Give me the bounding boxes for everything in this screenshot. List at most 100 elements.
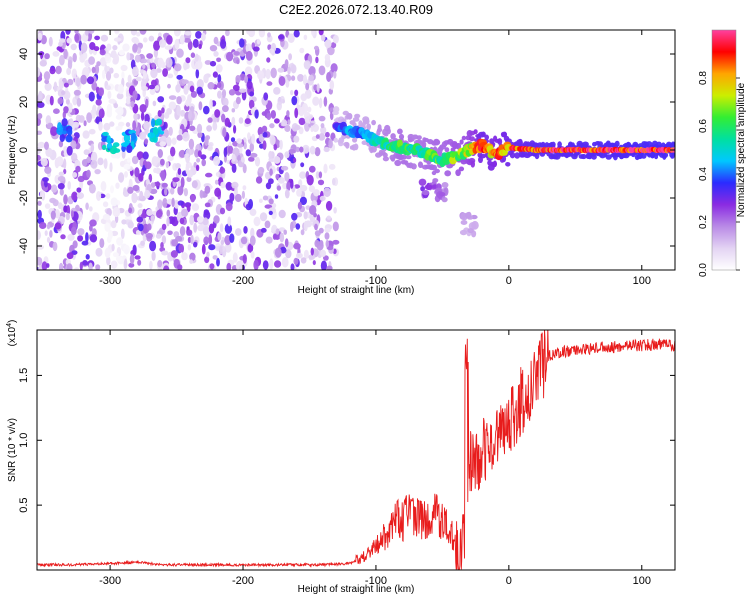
spectrogram-blob <box>257 166 265 174</box>
spectrogram-blob <box>60 234 66 240</box>
spectrogram-blob <box>276 185 282 191</box>
spectrogram-blob <box>61 90 66 95</box>
spectrogram-blob <box>151 156 159 167</box>
spectrogram-blob <box>244 66 253 77</box>
spectrogram-blob <box>324 39 332 49</box>
spectrogram-blob <box>177 200 184 206</box>
spectrogram-blob <box>299 171 307 179</box>
spectrogram-blob <box>51 184 58 193</box>
spectrogram-blob <box>268 178 274 185</box>
spectrogram-blob <box>159 141 167 147</box>
spectrogram-y-label: Frequency (Hz) <box>7 116 18 185</box>
spectrogram-blob <box>37 209 42 219</box>
spectrogram-blob <box>94 64 100 75</box>
spectrogram-blob <box>177 264 183 270</box>
spectrogram-blob <box>432 178 439 183</box>
spectrogram-blob <box>248 99 255 110</box>
spectrogram-blob <box>332 221 339 232</box>
spectrogram-blob <box>63 106 69 114</box>
spectrogram-blob <box>354 113 361 119</box>
spectrogram-blob <box>252 46 260 52</box>
spectrogram-blob <box>269 123 275 129</box>
spectrogram-blob <box>76 97 82 107</box>
spectrogram-blob <box>222 105 229 113</box>
spectrogram-blob <box>383 132 389 137</box>
spectrogram-blob <box>325 239 330 248</box>
spectrogram-blob <box>171 137 177 145</box>
spectrogram-blob <box>310 247 314 256</box>
spectrogram-blob <box>110 185 114 194</box>
spectrogram-blob <box>291 212 298 221</box>
spectrogram-blob <box>248 156 255 162</box>
snr-y-label: SNR (10 * v/v) <box>7 418 18 482</box>
spectrogram-blob <box>111 243 115 252</box>
spectrogram-blob <box>106 103 113 115</box>
spectrogram-blob <box>263 92 269 101</box>
spectrogram-blob <box>328 163 336 170</box>
spectrogram-blob <box>99 49 106 56</box>
spectrogram-blob <box>433 139 441 146</box>
spectrogram-blob <box>144 189 151 199</box>
spectrogram-blob <box>196 79 204 89</box>
spectrogram-blob <box>71 152 78 163</box>
spectrogram-blob <box>166 35 173 45</box>
spectrogram-blob <box>671 142 675 148</box>
spectrogram-blob <box>268 150 273 159</box>
spectrogram-blob <box>204 256 210 264</box>
spectrogram-blob <box>208 234 213 245</box>
spectrogram-blob <box>142 233 147 242</box>
spectrogram-blob <box>333 71 337 79</box>
spectrogram-blob <box>37 67 41 78</box>
spectrogram-blob <box>125 122 131 128</box>
spectrogram-blob <box>44 230 48 236</box>
spectrogram-blob <box>444 170 452 177</box>
spectrogram-blob <box>168 95 177 100</box>
spectrogram-blob <box>278 209 286 219</box>
colorbar-tick-label: 0.8 <box>698 71 709 85</box>
x-tick-label: -100 <box>365 575 387 587</box>
spectrogram-blob <box>98 121 103 131</box>
spectrogram-blob <box>98 87 104 97</box>
spectrogram-blob <box>148 84 155 90</box>
spectrogram-blob <box>461 135 467 141</box>
spectrogram-blob <box>105 85 111 91</box>
spectrogram-blob <box>455 169 461 177</box>
spectrogram-blob <box>167 83 171 89</box>
spectrogram-blob <box>180 176 185 188</box>
spectrogram-blob <box>238 88 247 93</box>
spectrogram-blob <box>312 96 320 106</box>
spectrogram-blob <box>83 120 87 127</box>
spectrogram-blob <box>158 32 162 38</box>
spectrogram-blob <box>49 197 57 204</box>
spectrogram-blob <box>201 159 206 167</box>
spectrogram-blob <box>206 251 210 258</box>
spectrogram-blob <box>85 232 89 243</box>
spectrogram-blob <box>153 167 158 174</box>
spectrogram-blob <box>231 116 236 127</box>
snr-y-scale-suffix: ) <box>7 320 18 323</box>
spectrogram-blob <box>95 264 101 270</box>
spectrogram-blob <box>323 187 331 198</box>
spectrogram-blob <box>199 189 204 199</box>
spectrogram-blob <box>320 260 327 270</box>
spectrogram-blob <box>262 140 267 151</box>
spectrogram-blob <box>68 102 73 113</box>
spectrogram-blob <box>223 97 229 107</box>
spectrogram-blob <box>157 57 164 68</box>
spectrogram-blob <box>216 257 220 267</box>
spectrogram-blob <box>240 236 248 245</box>
spectrogram-blob <box>157 260 163 268</box>
spectrogram-blob <box>303 220 308 232</box>
spectrogram-blob <box>106 135 112 144</box>
spectrogram-blob <box>171 197 175 208</box>
spectrogram-blob <box>540 141 546 148</box>
spectrogram-blob <box>147 223 152 231</box>
spectrogram-blob <box>130 100 135 108</box>
spectrogram-blob <box>275 173 280 180</box>
spectrogram-blob <box>151 62 156 69</box>
spectrogram-blob <box>181 208 189 217</box>
spectrogram-blob <box>249 142 254 152</box>
spectrogram-blob <box>416 135 422 140</box>
spectrogram-blob <box>300 257 307 264</box>
